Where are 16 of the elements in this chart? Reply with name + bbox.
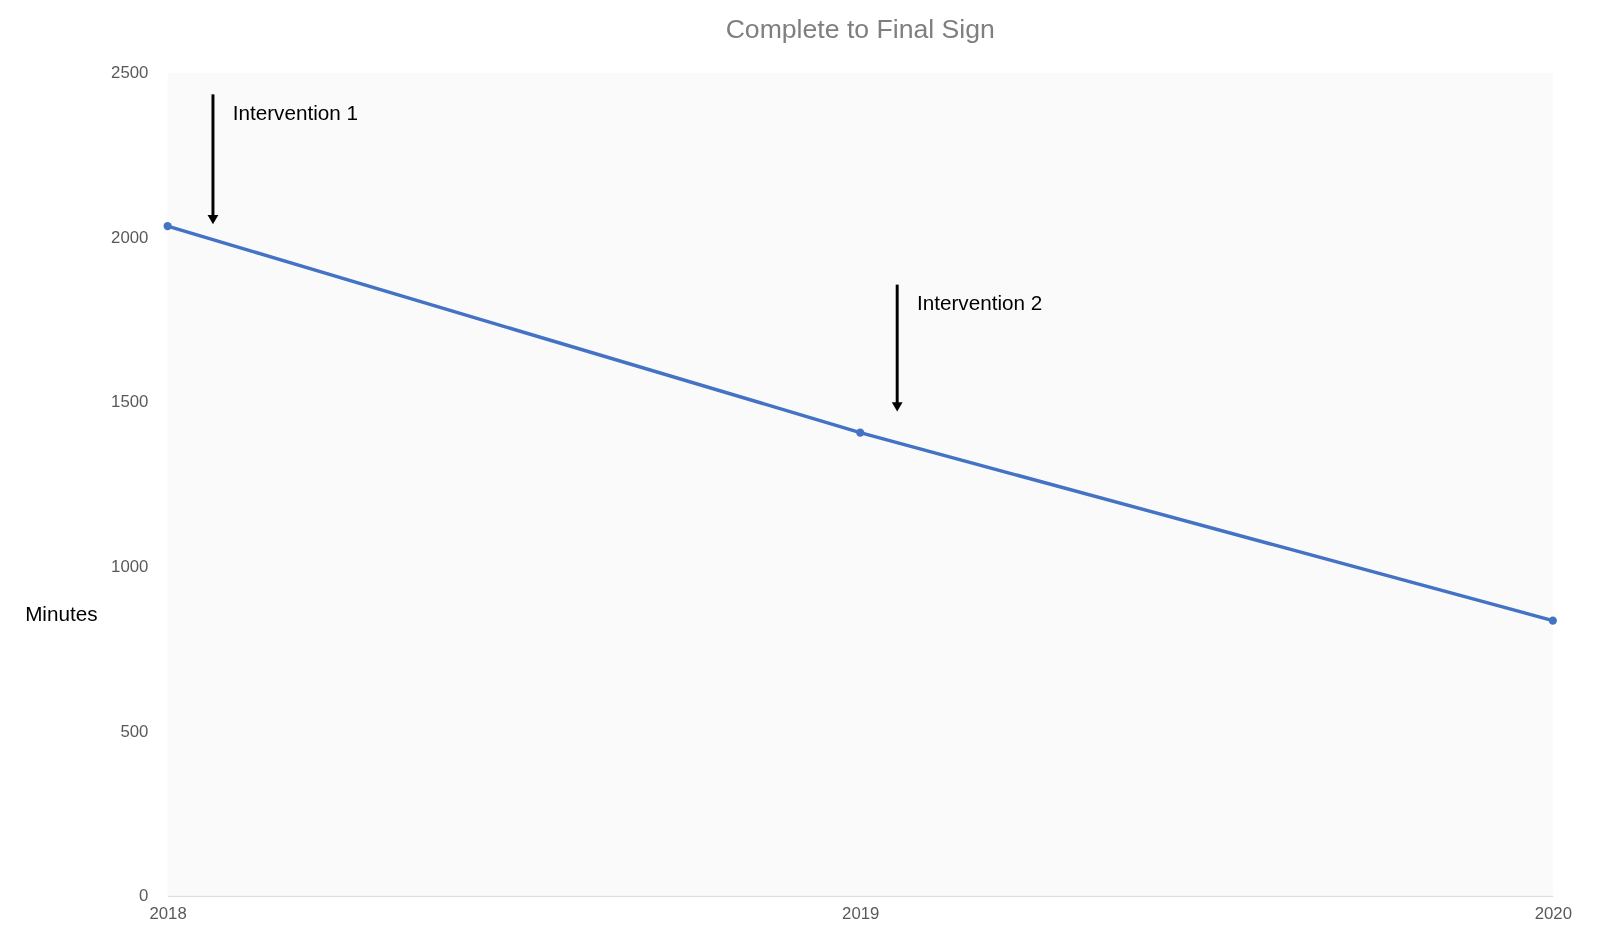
annotation: Intervention 1 bbox=[232, 100, 359, 124]
y-axis-title: Minutes bbox=[25, 602, 98, 626]
x-tick-label: 2020 bbox=[1534, 904, 1572, 924]
point bbox=[163, 222, 172, 231]
point bbox=[856, 428, 865, 437]
y-tick-label: 0 bbox=[139, 886, 149, 906]
x-tick-label: 2019 bbox=[842, 904, 880, 924]
y-tick-label: 2500 bbox=[111, 63, 149, 83]
y-tick-label: 500 bbox=[120, 721, 149, 741]
chart-title: Complete to Final Sign bbox=[725, 14, 995, 45]
y-tick-label: 1000 bbox=[111, 557, 149, 577]
y-tick-label: 2000 bbox=[111, 227, 149, 247]
point bbox=[1548, 616, 1557, 625]
x-tick-label: 2018 bbox=[149, 904, 187, 924]
y-tick-label: 1500 bbox=[111, 392, 149, 412]
annotation: Intervention 2 bbox=[916, 291, 1043, 315]
